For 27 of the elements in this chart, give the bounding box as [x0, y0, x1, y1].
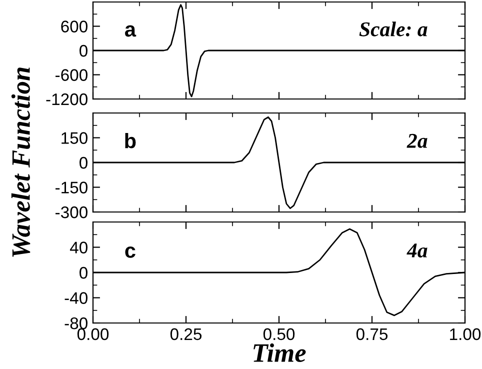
- annotation: a: [125, 25, 136, 37]
- y-tick-label: 150: [62, 132, 88, 144]
- y-tick-label: -600: [56, 69, 88, 81]
- annotation: 4a: [406, 244, 428, 258]
- line-series: [93, 116, 465, 210]
- y-axis-title: Wavelet Function: [11, 68, 30, 257]
- line-series: [93, 4, 465, 98]
- annotation: c: [125, 246, 136, 258]
- annotation: b: [125, 132, 136, 148]
- y-tick-label: 40: [70, 242, 88, 254]
- x-tick-label: 0.25: [170, 328, 202, 340]
- y-tick-label: 0: [80, 156, 88, 169]
- y-tick-label: -80: [64, 317, 88, 330]
- x-tick-label: 0.50: [263, 328, 295, 340]
- annotation: Scale: a: [359, 22, 428, 36]
- x-tick-label: 0.00: [77, 328, 109, 340]
- y-tick-label: -1200: [46, 93, 88, 106]
- y-tick-label: -300: [56, 206, 88, 218]
- y-tick-label: 0: [80, 44, 88, 57]
- y-tick-label: 0: [80, 266, 88, 279]
- x-tick-label: 0.75: [356, 328, 388, 340]
- x-axis-title: Time: [254, 343, 306, 362]
- y-tick-label: -150: [56, 182, 88, 194]
- y-tick-label: -40: [64, 292, 88, 304]
- y-tick-label: 600: [61, 20, 88, 32]
- x-tick-label: 1.00: [450, 328, 481, 340]
- annotation: 2a: [406, 134, 428, 148]
